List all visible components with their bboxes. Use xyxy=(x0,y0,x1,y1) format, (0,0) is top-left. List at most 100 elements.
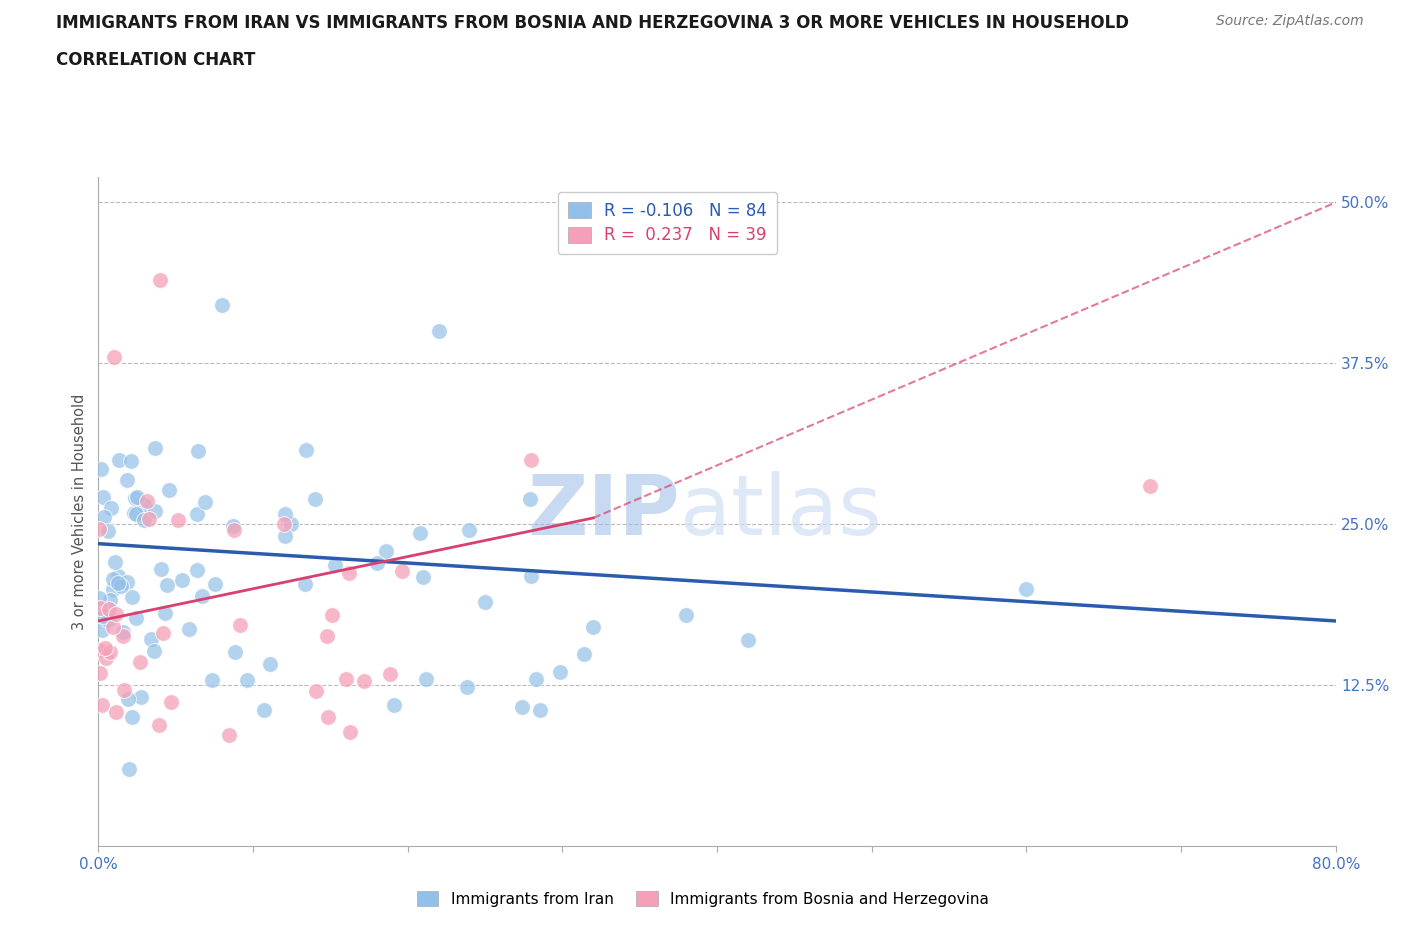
Point xyxy=(675,607,697,622)
Point xyxy=(121,710,143,724)
Point xyxy=(305,684,328,698)
Point xyxy=(87,591,110,606)
Point xyxy=(229,618,252,632)
Point xyxy=(572,646,595,661)
Point xyxy=(335,671,357,686)
Point xyxy=(110,579,132,594)
Text: atlas: atlas xyxy=(681,471,882,552)
Point xyxy=(93,641,115,656)
Legend: R = -0.106   N = 84, R =  0.237   N = 39: R = -0.106 N = 84, R = 0.237 N = 39 xyxy=(558,192,778,255)
Point xyxy=(474,594,496,609)
Text: Source: ZipAtlas.com: Source: ZipAtlas.com xyxy=(1216,14,1364,28)
Point xyxy=(97,524,120,538)
Point xyxy=(273,517,295,532)
Point xyxy=(353,673,375,688)
Point xyxy=(98,644,121,659)
Point xyxy=(91,609,114,624)
Point xyxy=(1139,478,1161,493)
Point xyxy=(201,673,224,688)
Point xyxy=(87,643,110,658)
Point xyxy=(294,577,316,591)
Point xyxy=(191,589,214,604)
Point xyxy=(125,610,148,625)
Point xyxy=(107,576,129,591)
Point xyxy=(91,698,114,712)
Point xyxy=(115,575,138,590)
Point xyxy=(139,631,162,646)
Point xyxy=(100,500,122,515)
Point xyxy=(316,710,339,724)
Point xyxy=(187,444,209,458)
Point xyxy=(91,489,114,504)
Text: IMMIGRANTS FROM IRAN VS IMMIGRANTS FROM BOSNIA AND HERZEGOVINA 3 OR MORE VEHICLE: IMMIGRANTS FROM IRAN VS IMMIGRANTS FROM … xyxy=(56,14,1129,32)
Point xyxy=(204,577,226,591)
Point xyxy=(391,564,413,578)
Point xyxy=(118,762,141,777)
Point xyxy=(224,644,246,659)
Point xyxy=(323,558,346,573)
Point xyxy=(274,507,297,522)
Point xyxy=(143,644,166,658)
Point xyxy=(412,569,434,584)
Point xyxy=(111,625,134,640)
Point xyxy=(122,505,145,520)
Point xyxy=(211,298,233,312)
Point xyxy=(125,489,148,504)
Point xyxy=(582,620,605,635)
Point xyxy=(458,523,481,538)
Point xyxy=(135,494,157,509)
Point xyxy=(236,672,259,687)
Point xyxy=(143,441,166,456)
Point xyxy=(177,621,200,636)
Point xyxy=(89,666,111,681)
Point xyxy=(529,702,551,717)
Point xyxy=(143,504,166,519)
Point xyxy=(96,650,118,665)
Point xyxy=(138,512,160,526)
Point xyxy=(315,629,337,644)
Point xyxy=(104,705,127,720)
Point xyxy=(382,698,405,712)
Point xyxy=(172,573,194,588)
Point xyxy=(224,523,246,538)
Point xyxy=(104,606,127,621)
Point xyxy=(108,452,131,467)
Point xyxy=(378,667,401,682)
Point xyxy=(115,472,138,487)
Point xyxy=(98,592,121,607)
Point xyxy=(304,491,326,506)
Point xyxy=(101,571,124,586)
Point xyxy=(186,507,208,522)
Point xyxy=(524,671,547,686)
Point xyxy=(117,691,139,706)
Point xyxy=(103,350,125,365)
Point xyxy=(375,543,398,558)
Point xyxy=(337,565,360,580)
Point xyxy=(415,671,437,686)
Point xyxy=(409,525,432,540)
Point xyxy=(107,568,129,583)
Point xyxy=(152,626,174,641)
Point xyxy=(149,272,172,287)
Point xyxy=(134,498,156,512)
Point xyxy=(156,578,179,592)
Point xyxy=(120,453,142,468)
Point xyxy=(153,605,176,620)
Point xyxy=(103,582,125,597)
Point xyxy=(101,619,124,634)
Point xyxy=(321,607,343,622)
Point xyxy=(125,506,148,521)
Point xyxy=(89,601,111,616)
Point xyxy=(186,562,208,577)
Point xyxy=(510,699,533,714)
Point xyxy=(131,690,153,705)
Point xyxy=(280,517,302,532)
Point xyxy=(548,664,571,679)
Point xyxy=(520,453,543,468)
Point xyxy=(519,492,541,507)
Point xyxy=(149,562,172,577)
Point xyxy=(167,512,190,527)
Point xyxy=(87,522,110,537)
Point xyxy=(737,632,759,647)
Point xyxy=(90,622,112,637)
